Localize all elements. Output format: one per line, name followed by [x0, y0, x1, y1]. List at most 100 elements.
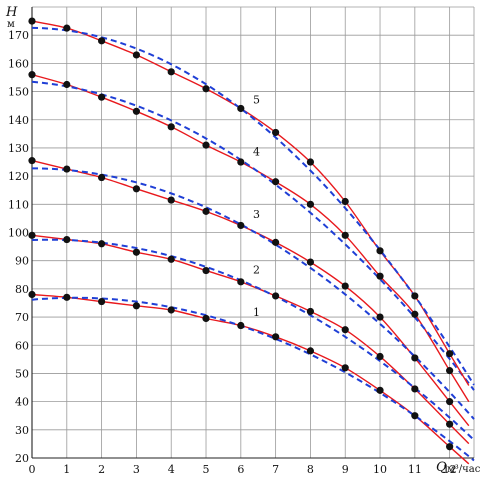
point-5-9	[341, 197, 349, 206]
curve-label-2: 2	[253, 263, 260, 276]
point-4-9	[341, 231, 349, 239]
curve-label-1: 1	[253, 306, 260, 319]
point-2-5	[202, 266, 210, 275]
point-2-10	[376, 352, 384, 361]
point-3-2	[98, 173, 106, 182]
point-1-8	[306, 347, 315, 355]
point-3-7	[272, 238, 280, 246]
point-2-9	[341, 326, 349, 334]
y-tick-label-13: 150	[8, 86, 29, 99]
model-curve-5	[31, 20, 470, 386]
fit-curve-3	[32, 167, 475, 420]
y-tick-label-2: 40	[15, 396, 29, 409]
x-tick-label-9: 9	[342, 463, 349, 476]
x-axis-title: Q	[436, 460, 447, 475]
point-3-8	[306, 258, 315, 266]
fit-curve-5	[31, 26, 475, 386]
model-curve-3	[31, 159, 470, 427]
y-tick-label-9: 110	[8, 198, 29, 211]
y-tick-label-10: 120	[8, 170, 29, 183]
point-4-4	[167, 123, 175, 131]
point-1-1	[63, 293, 71, 301]
x-tick-label-0: 0	[29, 463, 36, 476]
y-tick-label-7: 90	[15, 255, 29, 268]
point-5-7	[272, 128, 280, 137]
curve-labels: 1 2 3 4 5	[253, 94, 260, 320]
point-1-6	[237, 321, 245, 330]
y-tick-label-6: 80	[15, 283, 29, 296]
point-2-7	[272, 292, 280, 300]
point-3-4	[167, 196, 175, 204]
point-4-8	[306, 200, 315, 208]
point-2-11	[411, 385, 419, 393]
point-4-10	[376, 272, 384, 280]
y-tick-label-15: 170	[8, 29, 29, 42]
point-3-9	[341, 282, 349, 290]
point-4-12	[446, 367, 454, 375]
point-1-4	[167, 306, 175, 314]
x-tick-label-6: 6	[237, 463, 244, 476]
point-4-5	[202, 141, 210, 149]
point-5-3	[132, 51, 141, 59]
point-3-10	[376, 313, 384, 321]
point-4-1	[63, 80, 71, 89]
point-1-0	[28, 290, 36, 299]
point-3-5	[202, 207, 210, 215]
point-5-4	[167, 68, 175, 76]
fit-curve-2	[31, 238, 475, 441]
x-tick-label-12: 12	[443, 463, 457, 476]
curve-label-5: 5	[253, 94, 260, 107]
point-2-6	[237, 278, 245, 286]
x-tick-label-4: 4	[168, 463, 175, 476]
point-2-1	[63, 235, 71, 244]
point-3-12	[446, 398, 454, 406]
y-tick-label-1: 30	[15, 424, 29, 437]
point-1-12	[446, 443, 454, 451]
y-tick-label-12: 140	[8, 114, 29, 127]
curve-label-3: 3	[253, 208, 260, 221]
point-4-3	[132, 107, 141, 115]
point-4-6	[237, 158, 245, 166]
point-1-11	[411, 412, 419, 420]
x-tick-label-7: 7	[272, 463, 279, 476]
point-1-2	[98, 297, 106, 306]
point-5-12	[446, 350, 454, 358]
point-4-11	[411, 310, 419, 318]
point-5-10	[376, 247, 384, 255]
fit-curve-1	[31, 296, 475, 462]
point-2-12	[446, 420, 454, 428]
y-tick-label-5: 70	[15, 311, 29, 324]
x-tick-label-1: 1	[63, 463, 70, 476]
markers-layer	[28, 17, 454, 451]
point-4-0	[28, 71, 36, 79]
point-2-4	[167, 255, 175, 263]
point-4-2	[98, 93, 106, 101]
y-tick-labels: 20 30 40 50 60 70 80 90 100 110 120 130 140 150 160 170	[8, 29, 29, 465]
point-3-3	[132, 185, 141, 193]
x-tick-label-10: 10	[373, 463, 387, 476]
point-1-7	[272, 333, 280, 341]
y-tick-label-14: 160	[8, 57, 29, 70]
y-axis-unit: м	[7, 19, 15, 30]
point-3-6	[237, 221, 245, 230]
y-tick-label-8: 100	[8, 227, 29, 240]
y-tick-label-0: 20	[15, 452, 29, 465]
x-tick-label-5: 5	[203, 463, 210, 476]
model-curve-2	[31, 234, 470, 445]
curve-label-4: 4	[253, 146, 260, 159]
point-2-8	[306, 307, 315, 316]
point-5-6	[237, 104, 245, 113]
point-1-3	[132, 302, 141, 310]
y-tick-label-11: 130	[8, 142, 29, 155]
point-1-9	[341, 364, 349, 372]
point-5-0	[28, 17, 36, 25]
x-tick-label-11: 11	[408, 463, 422, 476]
x-tick-label-2: 2	[98, 463, 105, 476]
y-axis-title: H	[5, 5, 18, 20]
x-axis-unit: м³/час	[447, 464, 481, 475]
point-2-2	[98, 240, 106, 248]
point-2-0	[28, 231, 36, 239]
y-tick-label-3: 50	[15, 367, 29, 380]
point-3-0	[28, 157, 36, 165]
